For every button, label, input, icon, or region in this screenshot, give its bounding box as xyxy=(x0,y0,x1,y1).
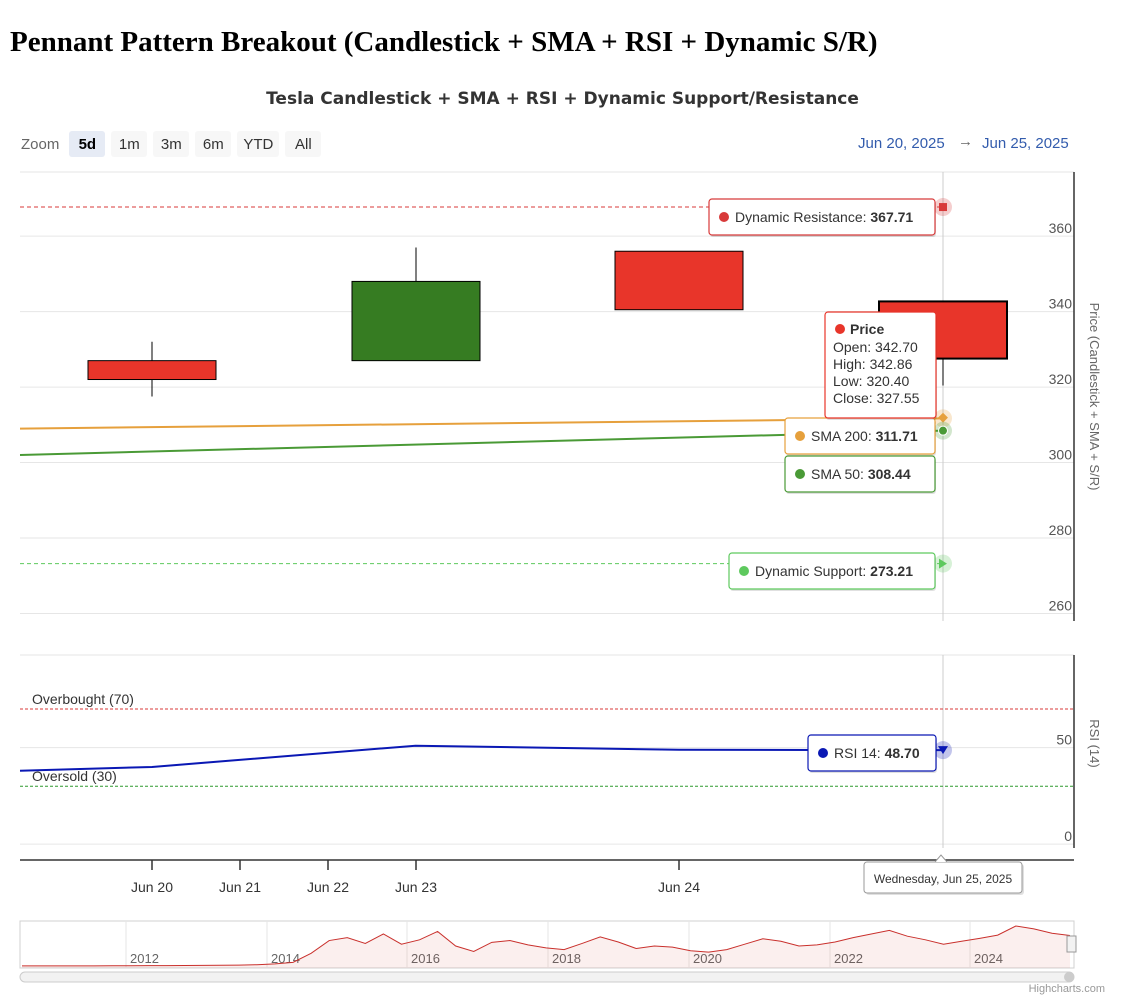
support-tooltip-label: Dynamic Support: xyxy=(755,563,870,579)
rsi-tooltip-text: RSI 14: 48.70 xyxy=(834,745,920,761)
support-tooltip-dot xyxy=(739,566,749,576)
navigator-scrollbar xyxy=(19,971,1075,983)
range-to-input[interactable]: Jun 25, 2025 xyxy=(982,135,1069,152)
price-tooltip-row: Close: 327.55 xyxy=(833,390,920,406)
date-tooltip-pointer xyxy=(934,854,948,863)
rsi-tooltip-dot xyxy=(818,748,828,758)
zoom-all-button[interactable]: All xyxy=(285,131,322,157)
chart-title: Tesla Candlestick + SMA + RSI + Dynamic … xyxy=(266,89,859,109)
navigator-year-label: 2018 xyxy=(552,951,581,966)
zoom-bar: Zoom 5d 1m 3m 6m YTD All xyxy=(21,131,322,157)
price-tick-label: 260 xyxy=(1049,597,1073,613)
rsi-tick-label: 0 xyxy=(1064,828,1072,844)
price-tick-label: 280 xyxy=(1049,522,1073,538)
price-tick-label: 360 xyxy=(1049,220,1073,236)
page-heading: Pennant Pattern Breakout (Candlestick + … xyxy=(10,26,878,58)
navigator-year-label: 2020 xyxy=(693,951,722,966)
sma200-marker xyxy=(938,412,948,423)
x-tick-label: Jun 21 xyxy=(219,879,261,895)
resistance-tooltip-text: Dynamic Resistance: 367.71 xyxy=(735,209,913,225)
sma200-tooltip-label: SMA 200: xyxy=(811,428,876,444)
rsi-tooltip-label: RSI 14: xyxy=(834,745,885,761)
sma50-tooltip-value: 308.44 xyxy=(868,466,911,482)
navigator-handle xyxy=(1066,935,1077,953)
candle-body xyxy=(614,250,744,311)
price-tick-label: 320 xyxy=(1049,371,1073,387)
zoom-label: Zoom xyxy=(21,135,60,153)
candle-body xyxy=(351,280,481,362)
rsi-marker xyxy=(938,746,948,755)
price-tooltip-title: Price xyxy=(850,321,884,337)
rsi-line xyxy=(19,744,943,772)
navigator-scrollbar-thumb xyxy=(1064,972,1074,982)
resistance-marker xyxy=(939,203,947,212)
resistance-tooltip-dot xyxy=(719,212,729,222)
candle-body xyxy=(87,360,217,381)
rsi-tooltip-box xyxy=(807,734,937,772)
sma200-tooltip-dot xyxy=(795,431,805,441)
sma200-tooltip-value: 311.71 xyxy=(876,428,918,444)
zoom-5d-button[interactable]: 5d xyxy=(69,131,106,157)
zoom-3m-button[interactable]: 3m xyxy=(153,131,190,157)
credits-link[interactable]: Highcharts.com xyxy=(1028,983,1105,995)
x-tick-label: Jun 20 xyxy=(131,879,173,895)
navigator-year-label: 2024 xyxy=(974,951,1003,966)
navigator-area xyxy=(22,926,1070,968)
price-tick-label: 300 xyxy=(1049,447,1073,463)
resistance-tooltip-value: 367.71 xyxy=(870,209,913,225)
sma50-tooltip-box xyxy=(784,455,936,493)
sma200-tooltip-text: SMA 200: 311.71 xyxy=(811,428,918,444)
navigator-year-label: 2012 xyxy=(130,951,159,966)
range-arrow-icon: → xyxy=(958,133,973,150)
rsi-tick-label: 50 xyxy=(1056,732,1072,748)
zoom-6m-button[interactable]: 6m xyxy=(195,131,232,157)
sma50-tooltip-dot xyxy=(795,469,805,479)
x-tick-label: Jun 22 xyxy=(307,879,349,895)
sma50-tooltip-text: SMA 50: 308.44 xyxy=(811,466,911,482)
navigator-frame xyxy=(19,920,1075,969)
navigator-year-label: 2022 xyxy=(834,951,863,966)
price-tooltip-box xyxy=(824,311,937,419)
resistance-tooltip-label: Dynamic Resistance: xyxy=(735,209,870,225)
x-tick-label: Jun 23 xyxy=(395,879,437,895)
rsi-level-label: Overbought (70) xyxy=(32,691,134,707)
rsi-axis-title: RSI (14) xyxy=(1087,719,1102,767)
support-tooltip-text: Dynamic Support: 273.21 xyxy=(755,563,913,579)
price-tooltip-row: Open: 342.70 xyxy=(833,339,918,355)
rsi-level-label: Oversold (30) xyxy=(32,768,117,784)
price-tooltip-row: Low: 320.40 xyxy=(833,373,909,389)
navigator-year-label: 2016 xyxy=(411,951,440,966)
price-tick-label: 340 xyxy=(1049,296,1073,312)
zoom-ytd-button[interactable]: YTD xyxy=(237,131,280,157)
support-tooltip-box xyxy=(728,552,936,590)
zoom-1m-button[interactable]: 1m xyxy=(111,131,148,157)
resistance-tooltip-box xyxy=(708,198,936,236)
sma50-tooltip-label: SMA 50: xyxy=(811,466,868,482)
x-tick-label: Jun 24 xyxy=(658,879,700,895)
sma50-marker xyxy=(938,425,948,436)
date-tooltip-text: Wednesday, Jun 25, 2025 xyxy=(874,872,1013,886)
navigator-line xyxy=(21,925,1071,967)
support-marker xyxy=(939,558,947,569)
support-tooltip-value: 273.21 xyxy=(870,563,913,579)
price-tooltip-dot xyxy=(835,324,845,334)
rsi-tooltip-value: 48.70 xyxy=(885,745,920,761)
price-tooltip-row: High: 342.86 xyxy=(833,356,913,372)
range-from-input[interactable]: Jun 20, 2025 xyxy=(858,135,945,152)
price-axis-title: Price (Candlestick + SMA + S/R) xyxy=(1087,303,1102,491)
